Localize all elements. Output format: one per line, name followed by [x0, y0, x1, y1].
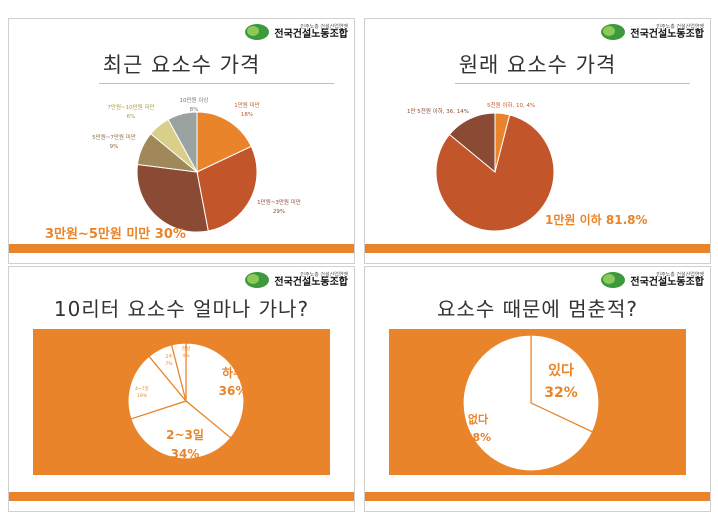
pie-chart-original-price: 5천원 이하, 10, 4% 1만 5천원 이하, 36, 14% [407, 101, 555, 232]
data-label: 10만원 이상 [180, 96, 209, 104]
data-label: 4% [182, 353, 190, 359]
data-label: 18% [241, 112, 253, 118]
data-label: 1만원 미만 [234, 101, 260, 109]
data-label: 한달 [182, 345, 190, 352]
data-label: 29% [273, 209, 285, 215]
panel-original-price: 민주노총 건설산업연맹 전국건설노동조합 원래 요소수 가격 5천원 이하, 1… [364, 18, 711, 264]
logo-subtitle: 민주노총 건설산업연맹 [656, 23, 704, 30]
pie-slice [448, 112, 496, 174]
pie-slice [196, 111, 252, 173]
data-label: 68% [465, 431, 491, 444]
pie-slice [127, 355, 188, 420]
data-label: 8% [190, 107, 199, 113]
data-label: 1만 5천원 이하, 36, 14% [407, 107, 469, 115]
union-logo: 민주노총 건설산업연맹 전국건설노동조합 [244, 23, 348, 41]
logo-name: 전국건설노동조합 [630, 28, 704, 40]
data-label: 7만원~10만원 미만 [107, 103, 154, 111]
union-logo: 민주노총 건설산업연맹 전국건설노동조합 [244, 271, 348, 289]
logo-name: 전국건설노동조합 [274, 28, 348, 40]
data-label: 7% [165, 361, 173, 367]
pie-slice [185, 342, 245, 439]
logo-name: 전국건설노동조합 [274, 276, 348, 288]
data-label: 5천원 이하, 10, 4% [487, 101, 535, 109]
title-divider [99, 83, 334, 84]
pie-slice [462, 334, 594, 472]
footer-bar [9, 244, 354, 253]
chart-title: 요소수 때문에 멈춘적? [437, 297, 638, 321]
leaf-logo-icon [245, 272, 270, 288]
pie-slice [136, 163, 209, 233]
data-label: 36% [219, 384, 248, 398]
logo-subtitle: 민주노총 건설산업연맹 [300, 23, 348, 30]
data-label: 없다 [468, 412, 489, 426]
chart-title: 10리터 요소수 얼마나 가나? [53, 297, 310, 321]
union-logo: 민주노총 건설산업연맹 전국건설노동조합 [600, 271, 704, 289]
pie-chart-recent-price: 1만원 미만 18% 1만원~3만원 미만 29% 5만원~7만원 미만 9% 7만원~10… [92, 96, 301, 233]
data-label: 4~7일 [135, 385, 149, 392]
data-label: 있다 [548, 363, 574, 379]
panel-duration: 민주노총 건설산업연맹 전국건설노동조합 10리터 요소수 얼마나 가나? 하루… [8, 266, 355, 512]
pie-chart-stopped: 있다 32% 없다 68% [462, 334, 600, 472]
leaf-logo-icon [601, 272, 626, 288]
callout-label: 1만원 이하 81.8% [545, 213, 648, 227]
chart-title: 최근 요소수 가격 [102, 53, 261, 77]
panel-stopped: 민주노총 건설산업연맹 전국건설노동조합 요소수 때문에 멈춘적? 있다 32% 없… [364, 266, 711, 512]
callout-label: 3만원~5만원 미만 30% [45, 227, 186, 242]
data-label: 5만원~7만원 미만 [92, 133, 136, 141]
data-label: 32% [544, 385, 578, 401]
pie-slice [130, 400, 232, 460]
data-label: 하루 [222, 365, 244, 380]
pie-slice [530, 334, 600, 433]
data-label: 2~3일 [166, 428, 204, 442]
footer-bar [365, 244, 710, 253]
data-label: 19% [137, 393, 148, 399]
pie-slice [167, 111, 198, 173]
data-label: 1만원~3만원 미만 [257, 198, 301, 206]
data-label: 34% [171, 447, 200, 461]
pie-slice [196, 145, 258, 232]
data-label: 2주 [165, 354, 172, 360]
union-logo: 민주노총 건설산업연맹 전국건설노동조합 [600, 23, 704, 41]
chart-title: 원래 요소수 가격 [458, 53, 617, 77]
data-label: 9% [110, 144, 119, 150]
pie-slice [435, 114, 555, 232]
footer-bar [9, 492, 354, 501]
logo-subtitle: 민주노총 건설산업연맹 [656, 271, 704, 278]
footer-bar [365, 492, 710, 501]
logo-name: 전국건설노동조합 [630, 276, 704, 288]
panel-recent-price: 민주노총 건설산업연맹 전국건설노동조합 최근 요소수 가격 1만원 미만 18%… [8, 18, 355, 264]
title-divider [455, 83, 690, 84]
pie-slice [170, 342, 187, 402]
leaf-logo-icon [245, 24, 270, 40]
leaf-logo-icon [601, 24, 626, 40]
data-label: 6% [127, 114, 136, 120]
logo-subtitle: 민주노총 건설산업연맹 [300, 271, 348, 278]
